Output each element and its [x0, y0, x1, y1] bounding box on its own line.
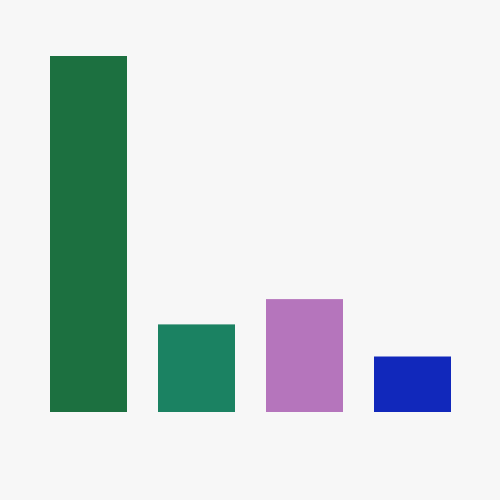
bar-1 [50, 56, 127, 412]
bar-4 [374, 356, 451, 412]
bar-2 [158, 324, 235, 412]
bars-group [50, 56, 451, 412]
bar-3 [266, 299, 343, 412]
